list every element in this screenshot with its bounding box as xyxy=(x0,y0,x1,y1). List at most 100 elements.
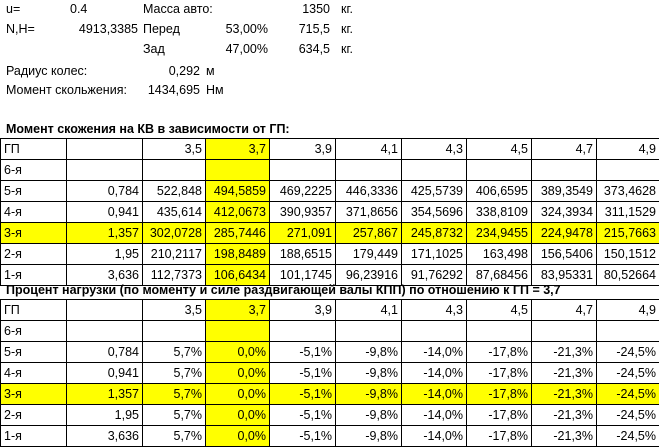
rear-label[interactable]: Зад xyxy=(143,42,165,56)
table-cell[interactable] xyxy=(205,320,270,342)
table-cell[interactable]: -5,1% xyxy=(269,341,336,363)
table-cell[interactable]: 0,0% xyxy=(205,425,270,447)
table-cell[interactable]: 0,941 xyxy=(66,362,143,384)
table-cell[interactable]: 3,5 xyxy=(142,138,206,160)
table-cell[interactable] xyxy=(466,320,532,342)
table-cell[interactable] xyxy=(269,159,336,181)
table-cell[interactable]: 406,6595 xyxy=(466,180,532,202)
table-cell[interactable]: 4,1 xyxy=(335,299,402,321)
rear-unit[interactable]: кг. xyxy=(341,42,353,56)
row-label-cell[interactable]: 3-я xyxy=(0,383,67,405)
radius-value[interactable]: 0,292 xyxy=(168,64,200,78)
table-cell[interactable] xyxy=(401,320,467,342)
row-label-cell[interactable]: 6-я xyxy=(0,159,67,181)
table-cell[interactable]: 150,1512 xyxy=(596,243,659,265)
table-cell[interactable]: -21,3% xyxy=(531,383,597,405)
table-cell[interactable] xyxy=(66,320,143,342)
table-cell[interactable]: 257,867 xyxy=(335,222,402,244)
table-cell[interactable]: 5,7% xyxy=(142,425,206,447)
row-label-cell[interactable]: 5-я xyxy=(0,341,67,363)
moment-value[interactable]: 1434,695 xyxy=(147,83,200,97)
table-cell[interactable]: -9,8% xyxy=(335,341,402,363)
table-cell[interactable]: 271,091 xyxy=(269,222,336,244)
table-cell[interactable]: -14,0% xyxy=(401,383,467,405)
table-cell[interactable] xyxy=(596,159,659,181)
u-label[interactable]: u= xyxy=(6,2,21,16)
row-label-cell[interactable]: 3-я xyxy=(0,222,67,244)
table-cell[interactable]: 4,5 xyxy=(466,299,532,321)
mass-unit[interactable]: кг. xyxy=(341,2,353,16)
table-cell[interactable]: 224,9478 xyxy=(531,222,597,244)
table-cell[interactable]: -5,1% xyxy=(269,383,336,405)
table-cell[interactable]: 338,8109 xyxy=(466,201,532,223)
table-cell[interactable]: 4,3 xyxy=(401,138,467,160)
table-cell[interactable]: -9,8% xyxy=(335,383,402,405)
table-cell[interactable]: 83,95331 xyxy=(531,264,597,286)
table-cell[interactable]: 87,68456 xyxy=(466,264,532,286)
table-cell[interactable]: 1,357 xyxy=(66,222,143,244)
table-cell[interactable]: 3,7 xyxy=(205,138,270,160)
moment-label[interactable]: Момент скольжения: xyxy=(6,83,127,97)
table-cell[interactable]: 188,6515 xyxy=(269,243,336,265)
table-cell[interactable] xyxy=(142,159,206,181)
rear-mass[interactable]: 634,5 xyxy=(298,42,330,56)
table-cell[interactable]: 112,7373 xyxy=(142,264,206,286)
table-cell[interactable]: 179,449 xyxy=(335,243,402,265)
table-cell[interactable]: 494,5859 xyxy=(205,180,270,202)
table-cell[interactable]: 0,0% xyxy=(205,383,270,405)
mass-label[interactable]: Масса авто: xyxy=(143,2,213,16)
row-label-cell[interactable]: 4-я xyxy=(0,201,67,223)
table-cell[interactable]: 0,0% xyxy=(205,404,270,426)
table-cell[interactable]: 0,0% xyxy=(205,362,270,384)
table-cell[interactable]: 302,0728 xyxy=(142,222,206,244)
front-label[interactable]: Перед xyxy=(143,22,180,36)
table-cell[interactable] xyxy=(596,320,659,342)
front-mass[interactable]: 715,5 xyxy=(298,22,330,36)
table-cell[interactable]: 101,1745 xyxy=(269,264,336,286)
table-cell[interactable]: 0,784 xyxy=(66,180,143,202)
table-cell[interactable]: 171,1025 xyxy=(401,243,467,265)
table-cell[interactable]: 4,3 xyxy=(401,299,467,321)
table-cell[interactable]: 390,9357 xyxy=(269,201,336,223)
table-cell[interactable] xyxy=(401,159,467,181)
table-cell[interactable] xyxy=(335,159,402,181)
table-cell[interactable]: 412,0673 xyxy=(205,201,270,223)
table-cell[interactable]: 1,95 xyxy=(66,404,143,426)
table-cell[interactable] xyxy=(205,159,270,181)
row-label-cell[interactable]: 1-я xyxy=(0,425,67,447)
table-cell[interactable]: 311,1529 xyxy=(596,201,659,223)
table-cell[interactable]: -21,3% xyxy=(531,341,597,363)
row-label-cell[interactable]: 5-я xyxy=(0,180,67,202)
front-pct[interactable]: 53,00% xyxy=(225,22,268,36)
table-cell[interactable]: -17,8% xyxy=(466,425,532,447)
table-cell[interactable]: 3,7 xyxy=(205,299,270,321)
table-cell[interactable]: 373,4628 xyxy=(596,180,659,202)
table-cell[interactable]: 5,7% xyxy=(142,404,206,426)
table-cell[interactable]: 3,9 xyxy=(269,138,336,160)
table-cell[interactable] xyxy=(466,159,532,181)
table-cell[interactable]: 4,5 xyxy=(466,138,532,160)
table-cell[interactable] xyxy=(66,299,143,321)
table-cell[interactable]: -24,5% xyxy=(596,383,659,405)
table-cell[interactable]: 210,2117 xyxy=(142,243,206,265)
table-cell[interactable] xyxy=(531,159,597,181)
table-cell[interactable]: 1,357 xyxy=(66,383,143,405)
table-cell[interactable]: 425,5739 xyxy=(401,180,467,202)
table-cell[interactable]: 324,3934 xyxy=(531,201,597,223)
table-cell[interactable]: -21,3% xyxy=(531,362,597,384)
table-cell[interactable]: 3,5 xyxy=(142,299,206,321)
row-label-cell[interactable]: ГП xyxy=(0,299,67,321)
table-cell[interactable]: -17,8% xyxy=(466,341,532,363)
table-cell[interactable]: 4,9 xyxy=(596,299,659,321)
table-cell[interactable] xyxy=(531,320,597,342)
table-cell[interactable]: 0,941 xyxy=(66,201,143,223)
table-cell[interactable]: -9,8% xyxy=(335,425,402,447)
moment-unit[interactable]: Нм xyxy=(206,83,224,97)
row-label-cell[interactable]: 2-я xyxy=(0,404,67,426)
table-cell[interactable]: -24,5% xyxy=(596,425,659,447)
table-cell[interactable] xyxy=(142,320,206,342)
table-cell[interactable]: 354,5696 xyxy=(401,201,467,223)
table-cell[interactable]: 0,784 xyxy=(66,341,143,363)
table-cell[interactable]: -9,8% xyxy=(335,362,402,384)
table-cell[interactable]: 3,636 xyxy=(66,425,143,447)
